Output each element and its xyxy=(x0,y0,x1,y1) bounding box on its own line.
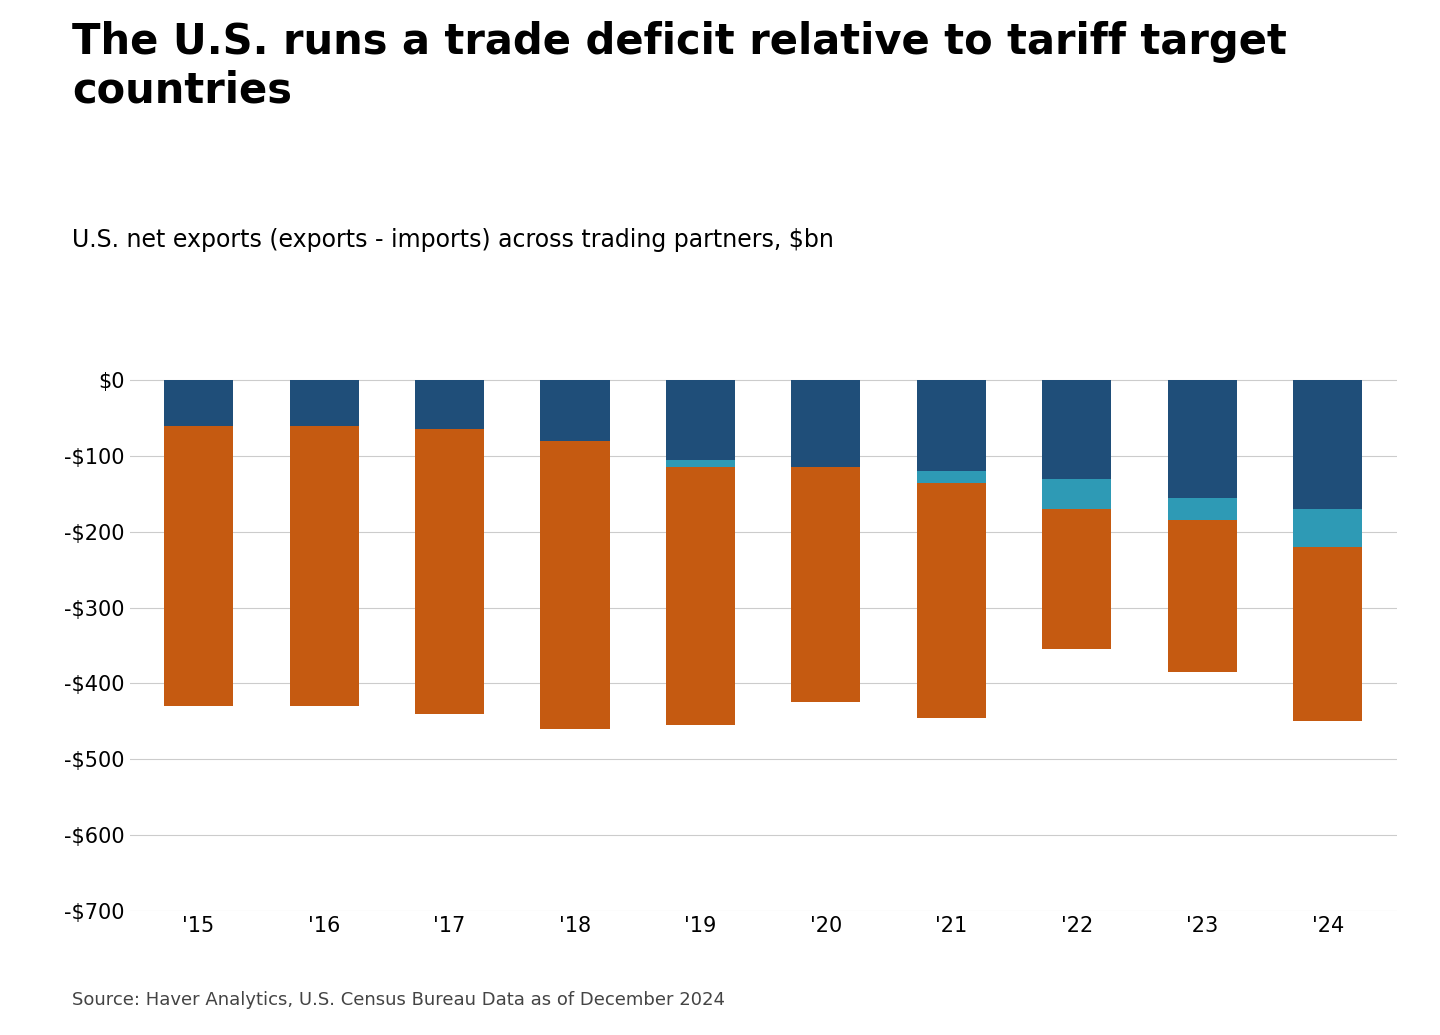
Bar xyxy=(665,380,734,460)
Bar xyxy=(1293,546,1362,721)
Bar xyxy=(1293,509,1362,546)
Bar xyxy=(917,380,986,471)
Bar xyxy=(917,482,986,717)
Bar xyxy=(1043,509,1112,649)
Bar xyxy=(164,425,233,706)
Text: The U.S. runs a trade deficit relative to tariff target
countries: The U.S. runs a trade deficit relative t… xyxy=(72,21,1287,112)
Text: Source: Haver Analytics, U.S. Census Bureau Data as of December 2024: Source: Haver Analytics, U.S. Census Bur… xyxy=(72,992,724,1009)
Bar xyxy=(1168,498,1237,521)
Bar xyxy=(289,425,359,706)
Bar xyxy=(415,380,484,430)
Bar xyxy=(1293,380,1362,509)
Bar xyxy=(415,430,484,714)
Bar xyxy=(164,380,233,425)
Bar xyxy=(792,468,861,703)
Bar xyxy=(1043,479,1112,509)
Bar xyxy=(540,380,609,441)
Bar xyxy=(665,468,734,726)
Bar xyxy=(792,380,861,468)
Bar xyxy=(1168,380,1237,498)
Bar xyxy=(1168,521,1237,672)
Bar xyxy=(1043,380,1112,479)
Bar xyxy=(665,460,734,468)
Text: U.S. net exports (exports - imports) across trading partners, $bn: U.S. net exports (exports - imports) acr… xyxy=(72,228,834,252)
Bar xyxy=(917,471,986,482)
Legend: Mexico, Canada, China: Mexico, Canada, China xyxy=(356,1033,867,1035)
Bar xyxy=(289,380,359,425)
Bar xyxy=(540,441,609,729)
